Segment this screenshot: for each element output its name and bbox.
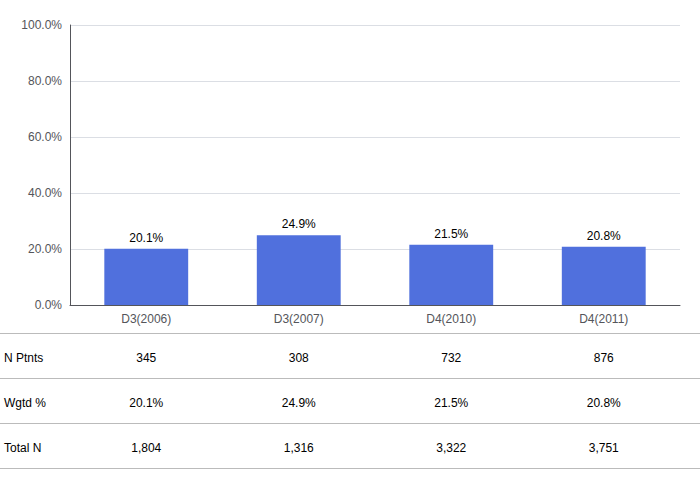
svg-text:D3(2007): D3(2007) — [274, 312, 324, 326]
svg-text:40.0%: 40.0% — [28, 186, 62, 200]
svg-text:Total N: Total N — [4, 441, 41, 455]
svg-text:60.0%: 60.0% — [28, 130, 62, 144]
svg-text:D4(2010): D4(2010) — [426, 312, 476, 326]
svg-text:21.5%: 21.5% — [434, 227, 468, 241]
svg-text:732: 732 — [441, 351, 461, 365]
svg-text:876: 876 — [594, 351, 614, 365]
svg-text:100.0%: 100.0% — [21, 18, 62, 32]
svg-text:24.9%: 24.9% — [282, 217, 316, 231]
svg-text:3,322: 3,322 — [436, 441, 466, 455]
svg-text:345: 345 — [136, 351, 156, 365]
svg-text:20.8%: 20.8% — [587, 229, 621, 243]
svg-text:D3(2006): D3(2006) — [121, 312, 171, 326]
svg-text:1,316: 1,316 — [284, 441, 314, 455]
svg-text:20.1%: 20.1% — [129, 396, 163, 410]
svg-text:D4(2011): D4(2011) — [579, 312, 628, 326]
svg-text:0.0%: 0.0% — [35, 298, 63, 312]
svg-text:308: 308 — [289, 351, 309, 365]
svg-text:20.0%: 20.0% — [28, 242, 62, 256]
svg-text:80.0%: 80.0% — [28, 74, 62, 88]
svg-text:3,751: 3,751 — [589, 441, 619, 455]
svg-text:24.9%: 24.9% — [282, 396, 316, 410]
svg-text:20.1%: 20.1% — [129, 231, 163, 245]
svg-text:N Ptnts: N Ptnts — [4, 351, 43, 365]
svg-text:21.5%: 21.5% — [434, 396, 468, 410]
svg-text:20.8%: 20.8% — [587, 396, 621, 410]
svg-text:1,804: 1,804 — [131, 441, 161, 455]
svg-text:Wgtd %: Wgtd % — [4, 396, 46, 410]
